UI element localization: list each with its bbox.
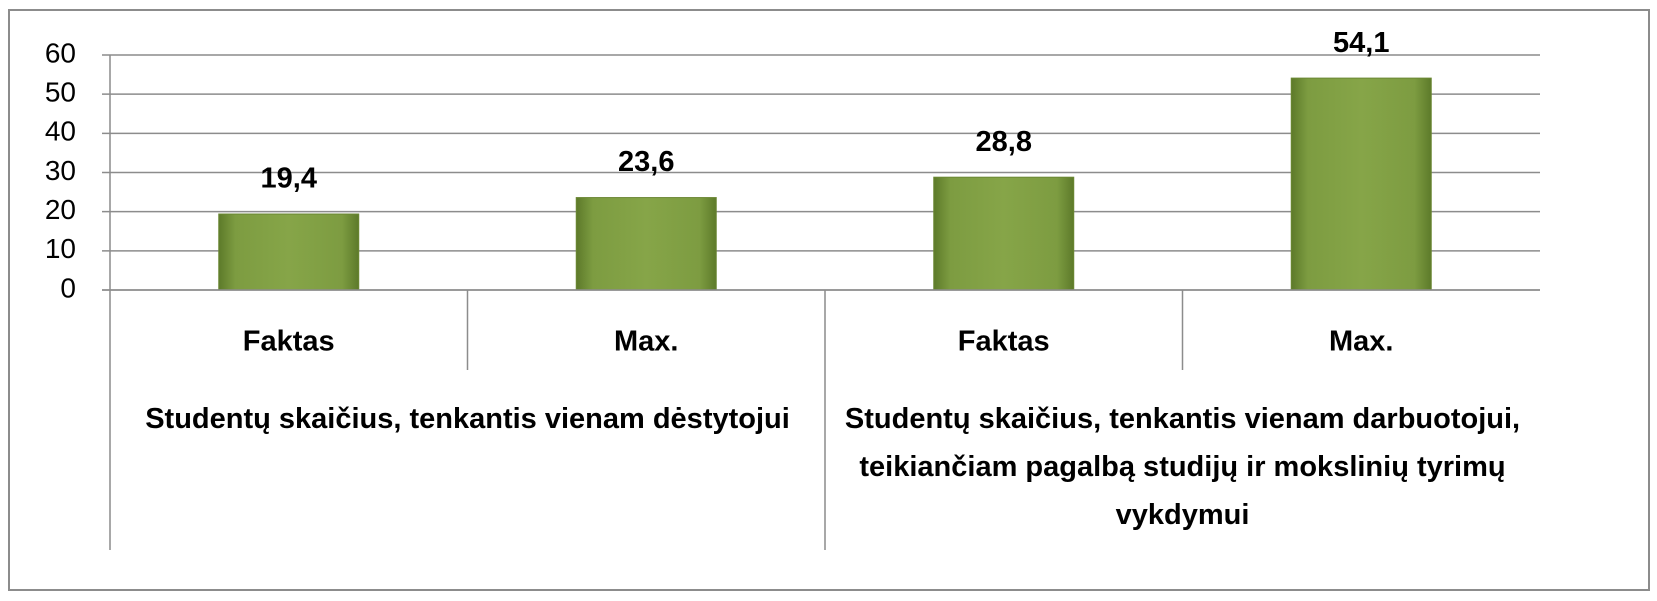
bar [218, 213, 360, 291]
y-tick-label: 30 [45, 155, 76, 186]
group-label: Studentų skaičius, tenkantis vienam dėst… [145, 403, 790, 435]
x-tick-label: Faktas [958, 326, 1050, 358]
y-tick-label: 40 [45, 116, 76, 147]
data-label: 54,1 [1333, 27, 1389, 59]
y-tick-label: 20 [45, 194, 76, 225]
bar [933, 176, 1075, 291]
y-tick-label: 50 [45, 77, 76, 108]
y-tick-label: 0 [60, 272, 76, 303]
data-label: 23,6 [618, 146, 674, 178]
x-tick-label: Faktas [243, 326, 335, 358]
x-tick-label: Max. [614, 326, 678, 358]
bar [575, 197, 717, 291]
x-tick-label: Max. [1329, 326, 1393, 358]
bar [1290, 77, 1432, 291]
group-label-box: Studentų skaičius, tenkantis vienam dėst… [145, 403, 790, 435]
data-label: 19,4 [261, 163, 317, 195]
y-tick-label: 10 [45, 233, 76, 264]
group-label: Studentų skaičius, tenkantis vienam darb… [844, 403, 1521, 531]
group-label-box: Studentų skaičius, tenkantis vienam darb… [844, 403, 1521, 531]
data-label: 28,8 [976, 126, 1032, 158]
y-tick-label: 60 [45, 37, 76, 68]
